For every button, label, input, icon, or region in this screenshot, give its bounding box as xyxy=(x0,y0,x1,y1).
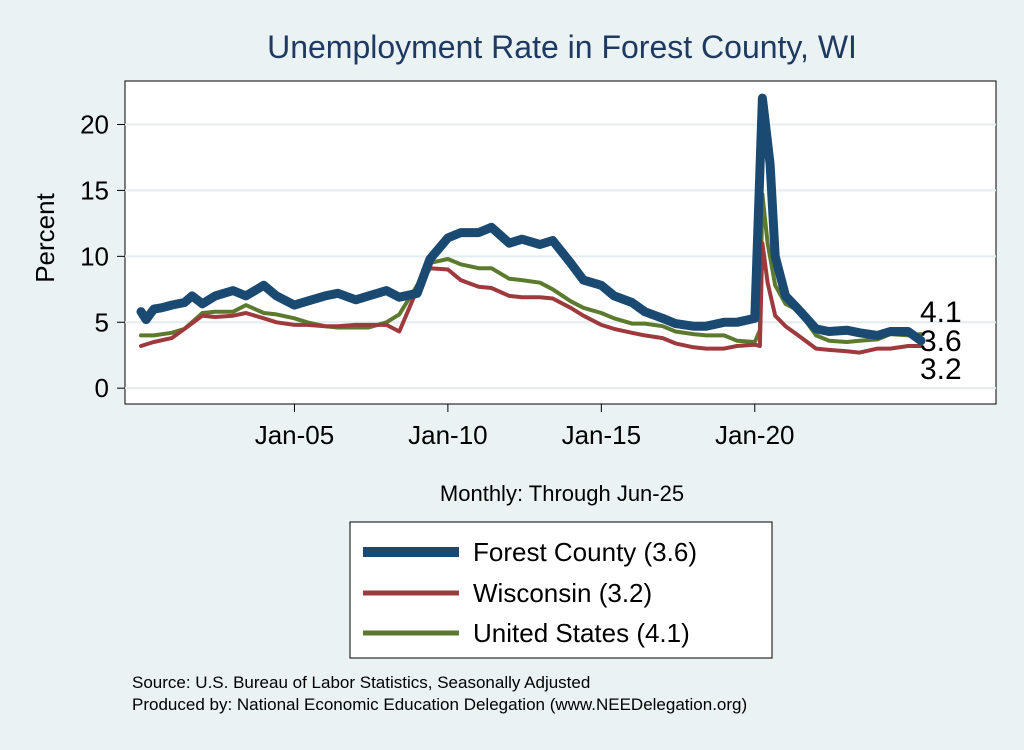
series-line-wisconsin xyxy=(139,241,923,355)
legend-entry: Forest County (3.6) xyxy=(473,537,697,567)
y-tick-label: 5 xyxy=(95,307,109,337)
x-axis-ticks: Jan-05 Jan-10 Jan-15 Jan-20 xyxy=(255,404,795,450)
x-tick-label: Jan-15 xyxy=(562,420,642,450)
end-label: 4.1 xyxy=(920,296,962,329)
y-tick-label: 10 xyxy=(80,241,109,271)
y-axis-ticks: 0 5 10 15 20 xyxy=(80,110,125,403)
plot-area xyxy=(124,80,997,405)
y-tick-label: 0 xyxy=(95,373,109,403)
end-label: 3.6 xyxy=(920,325,962,358)
x-tick-label: Jan-05 xyxy=(255,420,335,450)
x-axis-note: Monthly: Through Jun-25 xyxy=(440,481,684,506)
series-line-forest-county xyxy=(136,93,926,346)
legend-entry: Wisconsin (3.2) xyxy=(473,578,652,608)
y-tick-label: 15 xyxy=(80,175,109,205)
legend: Forest County (3.6) Wisconsin (3.2) United… xyxy=(363,537,697,648)
x-tick-label: Jan-20 xyxy=(715,420,795,450)
end-labels: 4.13.63.2 xyxy=(920,296,962,386)
produced-by-note: Produced by: National Economic Education… xyxy=(132,695,747,714)
end-label: 3.2 xyxy=(920,353,962,386)
y-tick-label: 20 xyxy=(80,110,109,140)
y-axis-label: Percent xyxy=(30,192,60,282)
x-tick-label: Jan-10 xyxy=(408,420,488,450)
chart-title: Unemployment Rate in Forest County, WI xyxy=(267,29,857,65)
series-line-united-states xyxy=(139,192,923,344)
source-note: Source: U.S. Bureau of Labor Statistics,… xyxy=(132,673,590,692)
series-lines xyxy=(136,93,926,355)
legend-entry: United States (4.1) xyxy=(473,618,690,648)
